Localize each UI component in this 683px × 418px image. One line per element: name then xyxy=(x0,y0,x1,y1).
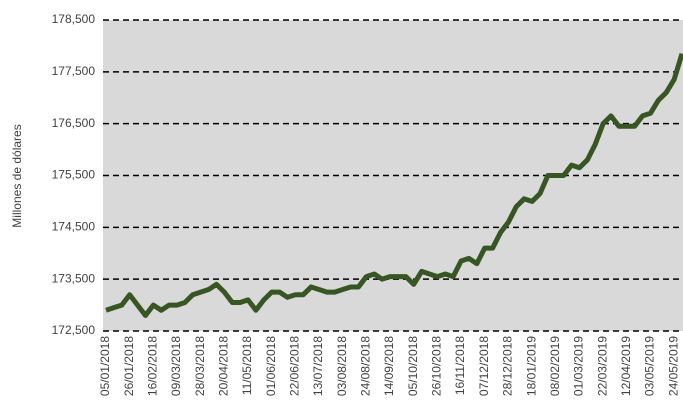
y-tick-label: 174,500 xyxy=(52,220,96,234)
x-tick-label: 12/04/2019 xyxy=(619,336,633,396)
y-tick-label: 178,500 xyxy=(52,12,96,26)
x-tick-label: 18/01/2019 xyxy=(524,336,538,396)
x-tick-label: 20/04/2018 xyxy=(217,336,231,396)
x-tick-label: 26/01/2018 xyxy=(122,336,136,396)
y-tick-label: 172,500 xyxy=(52,323,96,337)
x-tick-label: 28/03/2018 xyxy=(193,336,207,396)
x-tick-label: 08/02/2019 xyxy=(548,336,562,396)
x-tick-label: 05/01/2018 xyxy=(98,336,112,396)
y-tick-label: 173,500 xyxy=(52,271,96,285)
data-line xyxy=(105,52,683,318)
x-tick-label: 03/08/2018 xyxy=(335,336,349,396)
y-tick-label: 175,500 xyxy=(52,168,96,182)
x-tick-label: 16/11/2018 xyxy=(453,336,467,395)
y-axis-label: Millones de dólares xyxy=(10,124,24,227)
y-tick-label: 176,500 xyxy=(52,116,96,130)
x-tick-label: 01/03/2019 xyxy=(572,336,586,396)
x-tick-label: 26/10/2018 xyxy=(430,336,444,396)
x-tick-label: 03/05/2019 xyxy=(643,336,657,396)
x-tick-label: 28/12/2018 xyxy=(501,336,515,396)
x-tick-label: 24/05/2019 xyxy=(666,336,680,396)
x-tick-label: 16/02/2018 xyxy=(146,336,160,396)
x-tick-label: 14/09/2018 xyxy=(382,336,396,396)
x-tick-label: 22/03/2019 xyxy=(595,336,609,396)
x-tick-label: 05/10/2018 xyxy=(406,336,420,396)
x-tick-label: 11/05/2018 xyxy=(240,336,254,395)
y-tick-label: 177,500 xyxy=(52,64,96,78)
x-tick-label: 24/08/2018 xyxy=(359,336,373,396)
x-tick-label: 09/03/2018 xyxy=(169,336,183,396)
x-tick-label: 01/06/2018 xyxy=(264,336,278,396)
x-tick-label: 13/07/2018 xyxy=(311,336,325,396)
x-tick-label: 22/06/2018 xyxy=(288,336,302,396)
x-tick-label: 07/12/2018 xyxy=(477,336,491,396)
